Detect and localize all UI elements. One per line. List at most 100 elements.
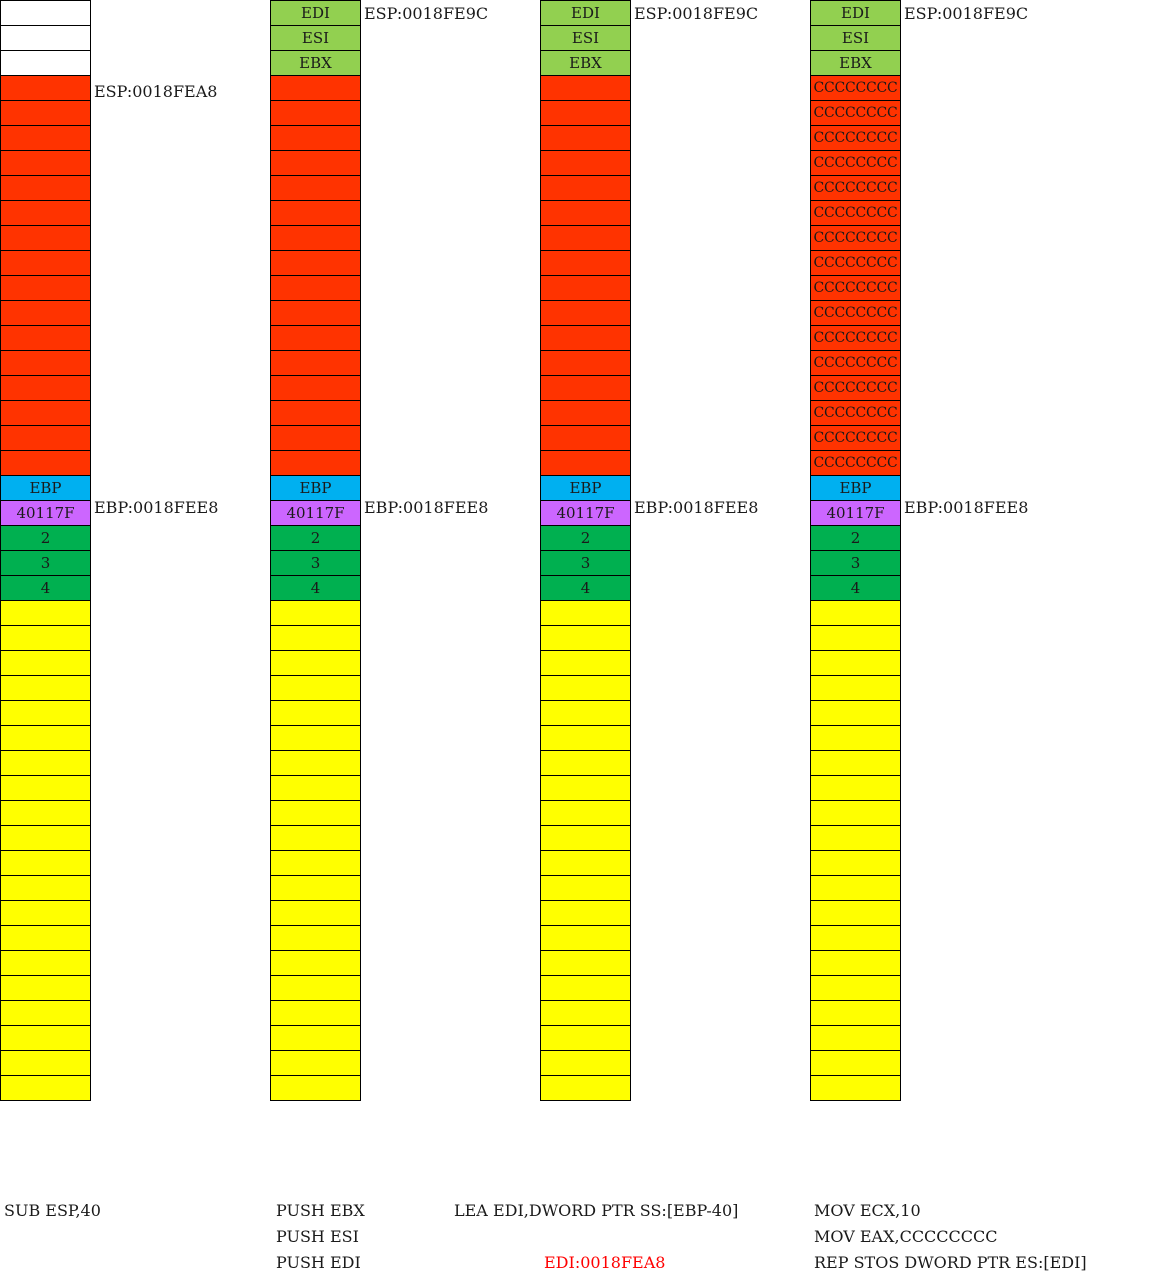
instruction-line: MOV ECX,10 <box>814 1201 921 1220</box>
local-variable-cell <box>270 400 361 426</box>
caller-frame-cell <box>0 1050 91 1076</box>
caller-frame-cell <box>270 600 361 626</box>
local-variable-cell <box>540 200 631 226</box>
caller-frame-cell <box>810 675 901 701</box>
caller-frame-cell <box>270 625 361 651</box>
caller-frame-cell <box>270 700 361 726</box>
instruction-line: MOV EAX,CCCCCCCC <box>814 1227 998 1246</box>
local-variable-cell <box>270 300 361 326</box>
caller-frame-cell <box>810 950 901 976</box>
caller-frame-cell <box>810 775 901 801</box>
argument-cell: 4 <box>810 575 901 601</box>
local-variable-cell <box>0 250 91 276</box>
local-variable-cell <box>540 375 631 401</box>
esp-marker: ESP:0018FE9C <box>634 4 759 23</box>
ebp-marker: EBP:0018FEE8 <box>364 498 489 517</box>
caller-frame-cell <box>540 600 631 626</box>
argument-cell: 3 <box>540 550 631 576</box>
local-variable-cell <box>540 150 631 176</box>
caller-frame-cell <box>0 700 91 726</box>
local-variable-cell <box>540 275 631 301</box>
caller-frame-cell <box>810 1000 901 1026</box>
local-variable-cell: CCCCCCCC <box>810 150 901 176</box>
caller-frame-cell <box>0 1025 91 1051</box>
saved-ebp-cell: EBP <box>540 475 631 501</box>
local-variable-cell: CCCCCCCC <box>810 275 901 301</box>
caller-frame-cell <box>0 800 91 826</box>
saved-register-cell <box>0 50 91 76</box>
caller-frame-cell <box>0 875 91 901</box>
caller-frame-cell <box>540 775 631 801</box>
caller-frame-cell <box>270 725 361 751</box>
esp-marker: ESP:0018FE9C <box>364 4 489 23</box>
caller-frame-cell <box>540 650 631 676</box>
caller-frame-cell <box>540 750 631 776</box>
ebp-marker: EBP:0018FEE8 <box>634 498 759 517</box>
caller-frame-cell <box>270 850 361 876</box>
caller-frame-cell <box>270 950 361 976</box>
local-variable-cell <box>270 125 361 151</box>
local-variable-cell: CCCCCCCC <box>810 75 901 101</box>
local-variable-cell <box>540 75 631 101</box>
caller-frame-cell <box>270 1050 361 1076</box>
caller-frame-cell <box>810 750 901 776</box>
argument-cell: 4 <box>0 575 91 601</box>
return-address-cell: 40117F <box>540 500 631 526</box>
local-variable-cell <box>270 250 361 276</box>
caller-frame-cell <box>540 850 631 876</box>
caller-frame-cell <box>540 1050 631 1076</box>
caller-frame-cell <box>270 775 361 801</box>
local-variable-cell: CCCCCCCC <box>810 250 901 276</box>
local-variable-cell <box>270 350 361 376</box>
local-variable-cell: CCCCCCCC <box>810 350 901 376</box>
caller-frame-cell <box>810 975 901 1001</box>
return-address-cell: 40117F <box>0 500 91 526</box>
local-variable-cell <box>0 150 91 176</box>
caller-frame-cell <box>0 1075 91 1101</box>
local-variable-cell <box>540 425 631 451</box>
local-variable-cell: CCCCCCCC <box>810 100 901 126</box>
local-variable-cell <box>0 100 91 126</box>
caller-frame-cell <box>540 925 631 951</box>
caller-frame-cell <box>810 600 901 626</box>
caller-frame-cell <box>810 625 901 651</box>
saved-register-cell: EDI <box>540 0 631 26</box>
caller-frame-cell <box>270 875 361 901</box>
caller-frame-cell <box>540 725 631 751</box>
saved-ebp-cell: EBP <box>0 475 91 501</box>
local-variable-cell: CCCCCCCC <box>810 425 901 451</box>
local-variable-cell <box>0 375 91 401</box>
local-variable-cell <box>0 325 91 351</box>
instruction-line: LEA EDI,DWORD PTR SS:[EBP-40] <box>454 1201 739 1220</box>
caller-frame-cell <box>0 925 91 951</box>
saved-register-cell: EBX <box>540 50 631 76</box>
local-variable-cell <box>270 150 361 176</box>
caller-frame-cell <box>270 1000 361 1026</box>
caller-frame-cell <box>0 1000 91 1026</box>
local-variable-cell: CCCCCCCC <box>810 125 901 151</box>
local-variable-cell: CCCCCCCC <box>810 225 901 251</box>
caller-frame-cell <box>540 625 631 651</box>
instruction-line: PUSH ESI <box>276 1227 359 1246</box>
local-variable-cell <box>270 175 361 201</box>
local-variable-cell: CCCCCCCC <box>810 300 901 326</box>
esp-marker: ESP:0018FE9C <box>904 4 1029 23</box>
caller-frame-cell <box>810 900 901 926</box>
caller-frame-cell <box>270 900 361 926</box>
local-variable-cell <box>0 350 91 376</box>
caller-frame-cell <box>540 975 631 1001</box>
caller-frame-cell <box>270 925 361 951</box>
local-variable-cell <box>540 225 631 251</box>
caller-frame-cell <box>270 1025 361 1051</box>
local-variable-cell <box>0 450 91 476</box>
stack-column-4: EDI ESI EBX CCCCCCCC CCCCCCCC CCCCCCCC CCCCCCC… <box>810 0 901 1101</box>
instruction-line: PUSH EBX <box>276 1201 365 1220</box>
caller-frame-cell <box>810 850 901 876</box>
return-address-cell: 40117F <box>270 500 361 526</box>
caller-frame-cell <box>270 750 361 776</box>
caller-frame-cell <box>270 825 361 851</box>
argument-cell: 3 <box>810 550 901 576</box>
caller-frame-cell <box>540 900 631 926</box>
instruction-line: REP STOS DWORD PTR ES:[EDI] <box>814 1253 1087 1272</box>
argument-cell: 2 <box>540 525 631 551</box>
